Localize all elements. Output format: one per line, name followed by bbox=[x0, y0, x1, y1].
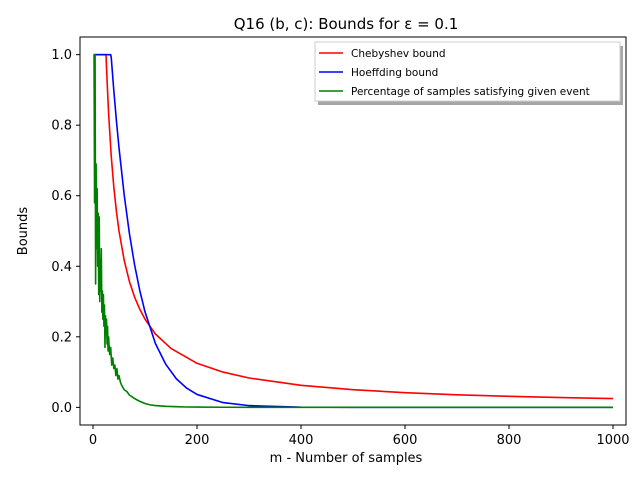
x-tick-label: 200 bbox=[185, 433, 210, 448]
y-tick-label: 0.0 bbox=[51, 401, 72, 416]
y-tick-label: 1.0 bbox=[51, 48, 72, 63]
y-tick-label: 0.6 bbox=[51, 189, 72, 204]
x-tick-label: 1000 bbox=[596, 433, 629, 448]
x-tick-label: 400 bbox=[289, 433, 314, 448]
axes-frame bbox=[79, 36, 627, 426]
ticks: 0 200 400 600 800 1000 0.0 0.2 0.4 0.6 0.8 1.0 bbox=[51, 48, 629, 448]
plot-lines bbox=[93, 53, 614, 409]
legend-label-percentage-of-samples-satisfying-given-event: Percentage of samples satisfying given e… bbox=[351, 86, 590, 98]
y-tick-label: 0.2 bbox=[51, 330, 72, 345]
x-tick-label: 600 bbox=[393, 433, 418, 448]
series-line-percentage-of-samples-satisfying-given-event bbox=[93, 53, 613, 409]
x-axis-label: m - Number of samples bbox=[270, 451, 423, 466]
legend-box bbox=[314, 41, 621, 102]
x-tick-label: 800 bbox=[497, 433, 522, 448]
chart-title: Q16 (b, c): Bounds for ε = 0.1 bbox=[234, 15, 459, 33]
x-tick-label: 0 bbox=[89, 433, 97, 448]
legend: Chebyshev bound Hoeffding bound Percentage… bbox=[314, 41, 623, 105]
y-axis-label: Bounds bbox=[16, 207, 31, 256]
series-line-chebyshev-bound bbox=[93, 53, 614, 400]
legend-label-chebyshev-bound: Chebyshev bound bbox=[351, 48, 446, 60]
y-tick-label: 0.8 bbox=[51, 119, 72, 134]
legend-items: Chebyshev bound Hoeffding bound Percentage… bbox=[319, 48, 590, 98]
y-tick-label: 0.4 bbox=[51, 260, 72, 275]
legend-label-hoeffding-bound: Hoeffding bound bbox=[351, 67, 438, 79]
